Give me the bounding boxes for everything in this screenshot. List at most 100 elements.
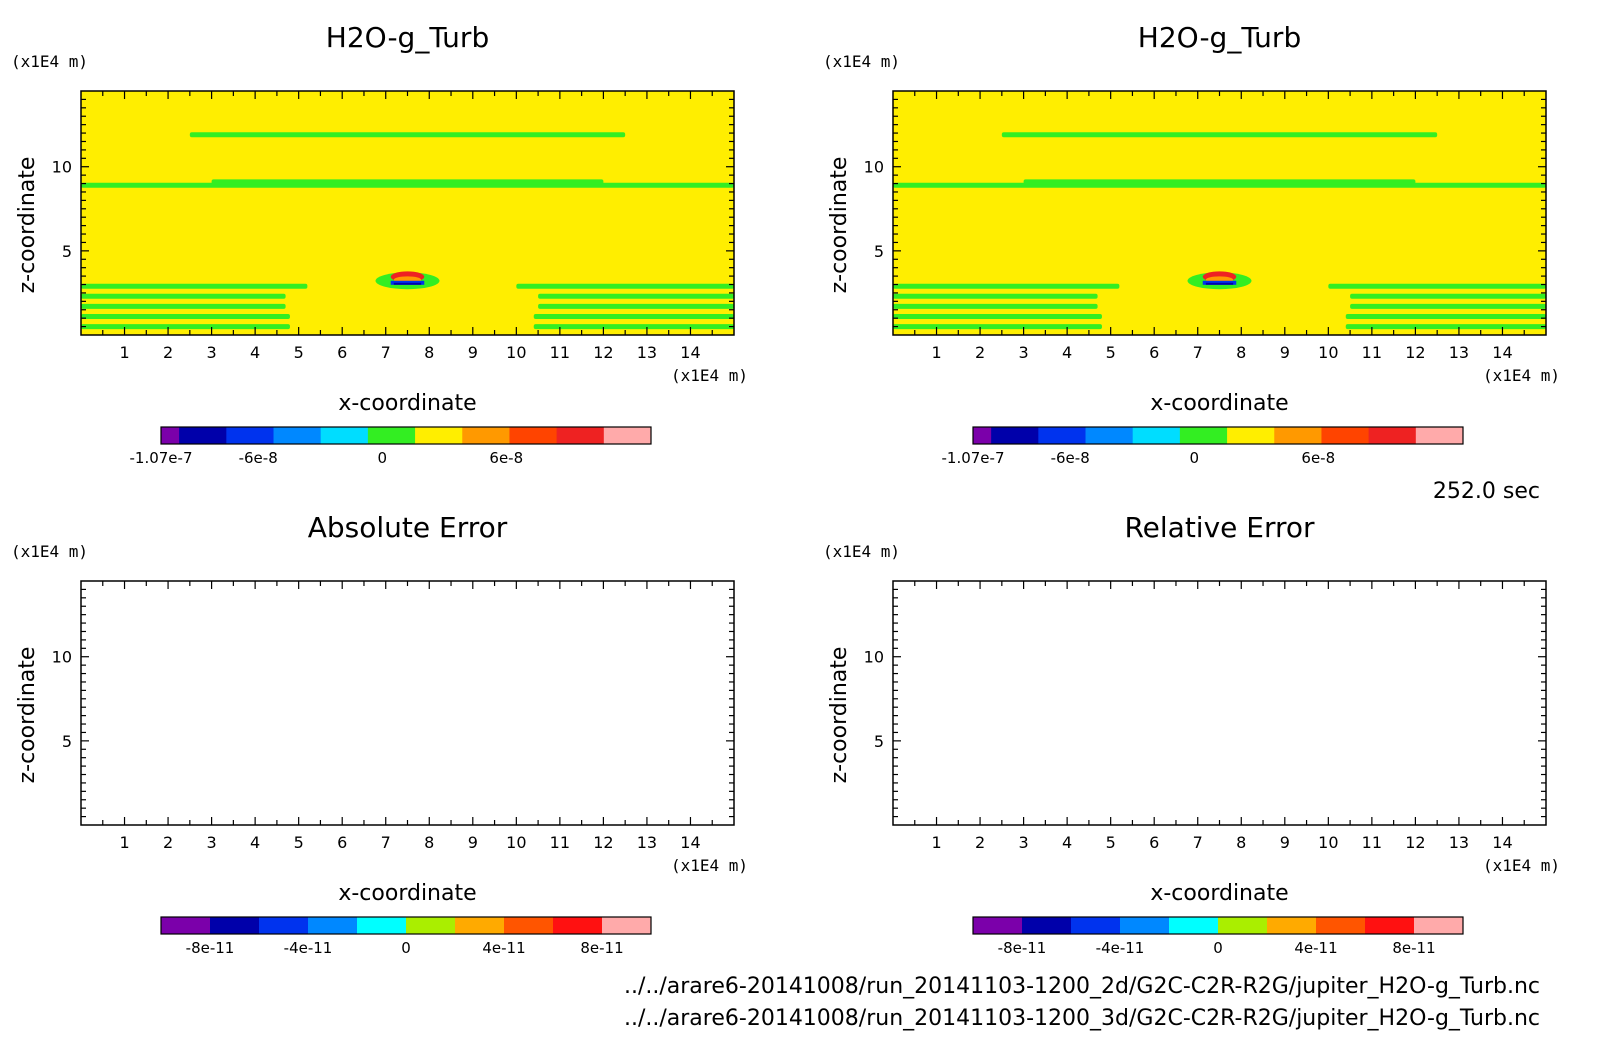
colorbar-frame <box>972 916 1464 935</box>
contour-band <box>893 293 1098 299</box>
colorbar-swatch <box>1132 427 1181 444</box>
colorbar-swatch <box>179 427 227 444</box>
colorbar-swatch <box>509 427 558 444</box>
x-tick-label: 8 <box>424 833 434 852</box>
y-tick-label: 5 <box>874 242 884 261</box>
x-tick-label: 2 <box>163 343 173 362</box>
x-tick-label: 8 <box>1236 833 1246 852</box>
colorbar-swatch <box>973 427 992 444</box>
colorbar-swatch <box>556 427 605 444</box>
colorbar-label: -1.07e-7 <box>942 449 1005 467</box>
x-tick-label: 5 <box>294 833 304 852</box>
x-tick-label: 11 <box>550 833 570 852</box>
x-tick-label: 4 <box>1062 343 1072 362</box>
x-unit-label: (x1E4 m) <box>1483 366 1560 385</box>
y-axis-label: z-coordinate <box>827 647 852 784</box>
colorbar-swatch <box>161 427 180 444</box>
x-unit-label: (x1E4 m) <box>671 366 748 385</box>
x-tick-label: 3 <box>207 343 217 362</box>
panel-h2o-turb-2d: H2O-g_Turb(x1E4 m)1 2 3 4 5 6 7 8 9 10 11 12 13 14510… <box>11 21 748 467</box>
x-tick-label: 4 <box>250 343 260 362</box>
colorbar-swatch <box>367 427 416 444</box>
y-axis-label: z-coordinate <box>15 157 40 294</box>
colorbar-swatch <box>320 427 369 444</box>
x-tick-label: 4 <box>1062 833 1072 852</box>
panel-absolute-error: Absolute Error(x1E4 m)1 2 3 4 5 6 7 8 9 10 11 12 13 1… <box>11 511 748 957</box>
contour-band <box>533 324 734 330</box>
file-path-3d: ../../arare6-20141008/run_20141103-1200_… <box>624 1006 1540 1031</box>
x-tick-label: 7 <box>1193 833 1203 852</box>
x-tick-label: 7 <box>1193 343 1203 362</box>
x-tick-label: 10 <box>506 343 526 362</box>
x-tick-label: 12 <box>1405 343 1425 362</box>
colorbar-label: -1.07e-7 <box>130 449 193 467</box>
contour-band <box>189 132 626 138</box>
colorbar-swatch <box>210 917 260 934</box>
colorbar-swatch <box>1414 917 1464 934</box>
x-tick-label: 1 <box>119 833 129 852</box>
colorbar: -8e-11 -4e-11 0 4e-11 8e-11 <box>972 916 1464 957</box>
contour-band <box>1023 179 1416 185</box>
colorbar-swatch <box>1316 917 1366 934</box>
colorbar-swatch <box>161 917 211 934</box>
x-tick-label: 6 <box>337 833 347 852</box>
colorbar-label: -8e-11 <box>998 939 1047 957</box>
colorbar-label: 8e-11 <box>1392 939 1435 957</box>
x-tick-label: 9 <box>468 833 478 852</box>
x-axis-label: x-coordinate <box>338 391 476 416</box>
colorbar-swatch <box>1085 427 1134 444</box>
x-tick-label: 11 <box>550 343 570 362</box>
colorbar-swatch <box>991 427 1039 444</box>
colorbar-frame <box>160 426 652 445</box>
colorbar-swatch <box>455 917 505 934</box>
x-tick-label: 11 <box>1362 833 1382 852</box>
x-axis-label: x-coordinate <box>1150 881 1288 906</box>
x-tick-label: 1 <box>119 343 129 362</box>
x-tick-label: 12 <box>593 833 613 852</box>
colorbar: -8e-11 -4e-11 0 4e-11 8e-11 <box>160 916 652 957</box>
colorbar-swatch <box>1368 427 1417 444</box>
colorbar-swatch <box>308 917 358 934</box>
y-axis-label: z-coordinate <box>827 157 852 294</box>
x-tick-label: 9 <box>1280 833 1290 852</box>
contour-band <box>1350 293 1546 299</box>
contour-band <box>538 293 734 299</box>
colorbar-swatch <box>1227 427 1275 444</box>
x-tick-label: 14 <box>680 343 700 362</box>
colorbar-swatch <box>1415 427 1464 444</box>
colorbar-label: -8e-11 <box>186 939 235 957</box>
colorbar: -1.07e-7 -6e-8 0 6e-8 <box>942 426 1464 467</box>
y-tick-label: 10 <box>864 158 884 177</box>
y-tick-label: 5 <box>62 732 72 751</box>
panel-title: Relative Error <box>1124 511 1315 544</box>
colorbar-label: -4e-11 <box>1096 939 1145 957</box>
x-tick-label: 1 <box>931 833 941 852</box>
panel-h2o-turb-3d: H2O-g_Turb(x1E4 m)1 2 3 4 5 6 7 8 9 10 11 12 13 14510… <box>823 21 1560 467</box>
colorbar-label: 4e-11 <box>1294 939 1337 957</box>
x-tick-label: 6 <box>1149 833 1159 852</box>
x-unit-label: (x1E4 m) <box>1483 856 1560 875</box>
colorbar-swatch <box>1365 917 1415 934</box>
y-tick-label: 5 <box>62 242 72 261</box>
colorbar-swatch <box>259 917 309 934</box>
contour-band <box>81 313 290 319</box>
colorbar-label: -4e-11 <box>284 939 333 957</box>
colorbar-swatch <box>504 917 554 934</box>
anomaly-negative-core <box>1205 282 1234 285</box>
contour-band <box>1345 313 1546 319</box>
anomaly-negative-core <box>393 282 422 285</box>
colorbar-swatch <box>226 427 275 444</box>
contour-band <box>81 303 286 309</box>
x-tick-label: 13 <box>637 343 657 362</box>
x-tick-label: 2 <box>975 343 985 362</box>
x-tick-label: 4 <box>250 833 260 852</box>
x-tick-label: 7 <box>381 343 391 362</box>
x-tick-label: 14 <box>1492 343 1512 362</box>
contour-band <box>893 283 1120 289</box>
x-tick-label: 13 <box>1449 833 1469 852</box>
plot-frame <box>892 580 1547 826</box>
colorbar-label: 6e-8 <box>1301 449 1335 467</box>
y-tick-label: 5 <box>874 732 884 751</box>
time-label: 252.0 sec <box>1433 479 1540 504</box>
